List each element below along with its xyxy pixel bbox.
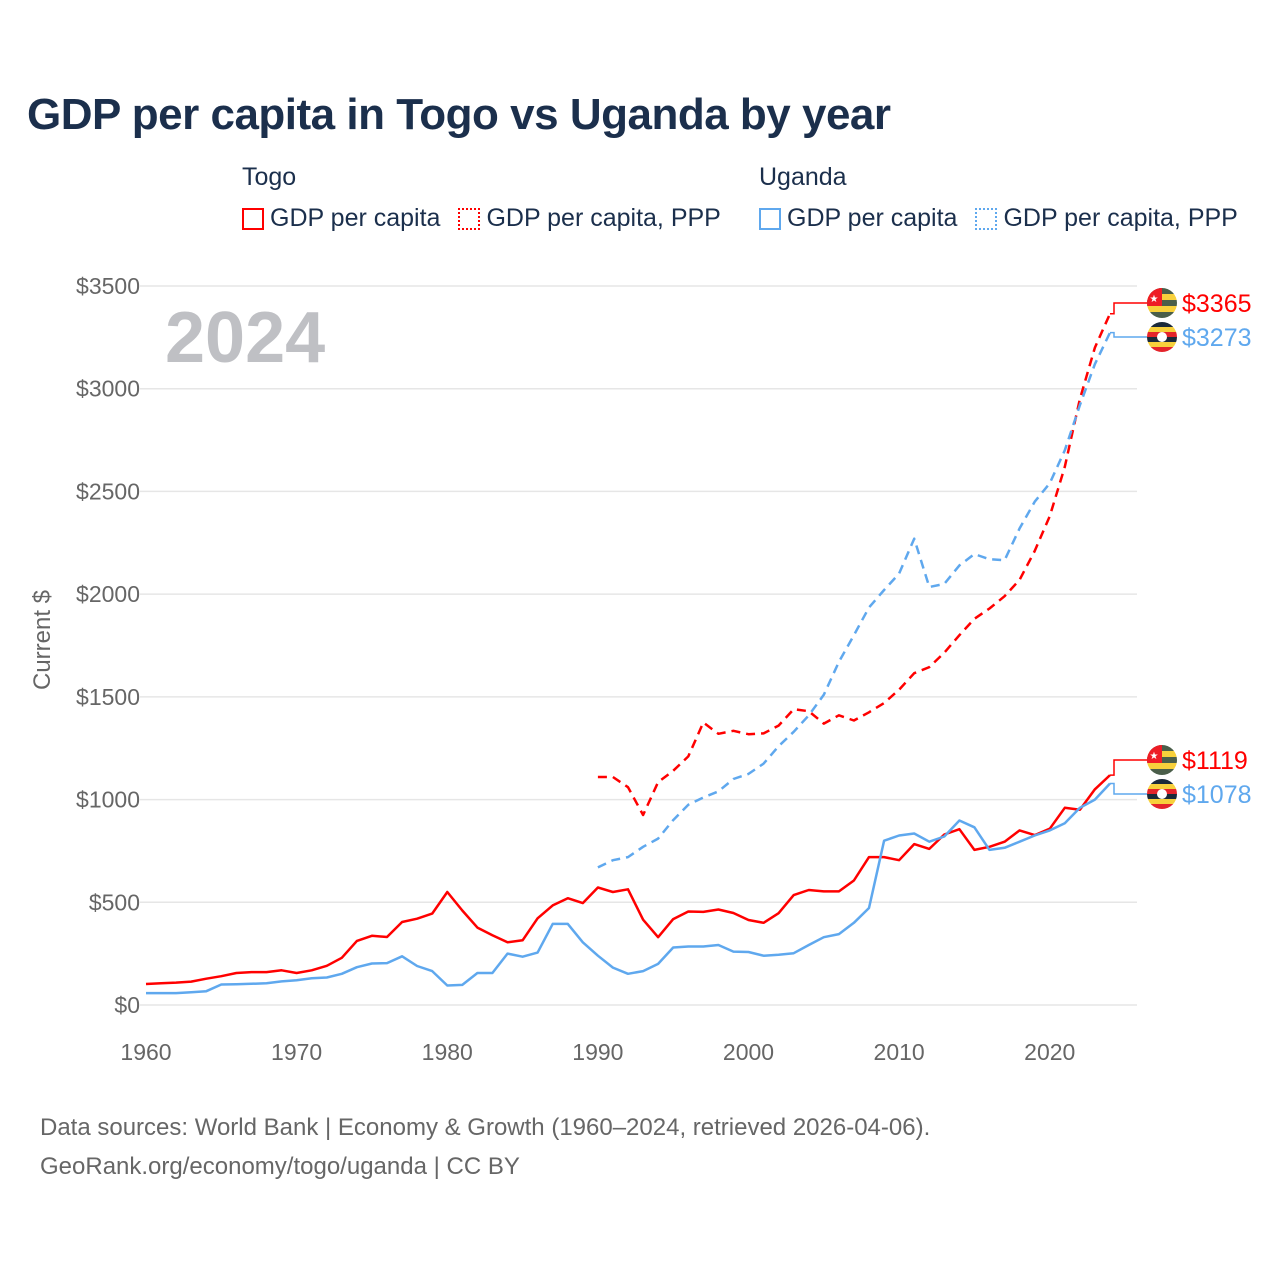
flag-stripe [1147, 763, 1177, 769]
end-connector [1110, 302, 1147, 315]
y-tick-label: $0 [114, 992, 140, 1018]
x-tick-label: 1990 [572, 1039, 623, 1065]
x-tick-label: 1980 [422, 1039, 473, 1065]
togo-flag-icon: ★ [1147, 288, 1177, 318]
source-link[interactable]: GeoRank.org/economy/togo/uganda | CC BY [40, 1153, 520, 1180]
flag-stripe [1147, 799, 1177, 804]
legend-swatch-dotted [975, 207, 998, 230]
x-tick-label: 1960 [120, 1039, 171, 1065]
flag-body: ★ [1147, 288, 1177, 318]
legend-label: GDP per capita [787, 204, 958, 232]
source-note: Data sources: World Bank | Economy & Gro… [40, 1108, 930, 1186]
year-watermark: 2024 [165, 298, 325, 378]
legend-item-togo-gdp[interactable]: GDP per capita [242, 204, 440, 233]
flag-stripe [1147, 342, 1177, 347]
flag-star: ★ [1150, 751, 1159, 762]
source-line-1: Data sources: World Bank | Economy & Gro… [40, 1114, 931, 1141]
flag-body: ★ [1147, 745, 1177, 775]
chart-title: GDP per capita in Togo vs Uganda by year [27, 90, 891, 139]
legend-swatch-solid [759, 207, 781, 230]
flag-star: ★ [1150, 294, 1159, 305]
flag-stripe [1147, 306, 1177, 312]
legend-group-title: Togo [242, 163, 297, 191]
flag-body [1147, 779, 1177, 809]
legend-label: GDP per capita, PPP [486, 204, 721, 232]
legend-item-uganda-gdp[interactable]: GDP per capita [759, 204, 957, 233]
y-axis-label: Current $ [29, 590, 56, 690]
flag-emblem [1157, 789, 1167, 799]
flag-stripe [1147, 779, 1177, 784]
x-tick-label: 2010 [874, 1039, 925, 1065]
x-tick-label: 1970 [271, 1039, 322, 1065]
y-tick-label: $2500 [76, 478, 140, 504]
series-line-uganda-gdp-per-capita [146, 782, 1111, 995]
y-tick-label: $1500 [76, 684, 140, 710]
flag-stripe [1147, 347, 1177, 352]
legend-item-uganda-ppp[interactable]: GDP per capita, PPP [975, 204, 1238, 233]
flag-body [1147, 322, 1177, 352]
legend-group-togo: Togo GDP per capita GDP per capita, PPP [242, 163, 721, 233]
end-value-label: $1119 [1182, 747, 1248, 775]
y-tick-label: $3000 [76, 376, 140, 402]
x-tick-label: 2020 [1024, 1039, 1075, 1065]
y-tick-label: $500 [89, 889, 140, 915]
legend-swatch-dotted [458, 207, 481, 230]
legend-group-uganda: Uganda GDP per capita GDP per capita, PP… [759, 163, 1238, 233]
end-value-label: $3273 [1182, 324, 1252, 352]
uganda-flag-icon [1147, 322, 1177, 352]
togo-flag-icon: ★ [1147, 745, 1177, 775]
flag-stripe [1147, 327, 1177, 332]
y-tick-label: $3500 [76, 273, 140, 299]
legend-swatch-solid [242, 207, 264, 230]
end-connector [1110, 782, 1147, 795]
end-connector [1110, 331, 1147, 338]
flag-stripe [1147, 769, 1177, 775]
flag-stripe [1147, 312, 1177, 318]
y-tick-label: $1000 [76, 787, 140, 813]
flag-emblem [1157, 332, 1167, 342]
legend-label: GDP per capita, PPP [1003, 204, 1238, 232]
flag-stripe [1147, 804, 1177, 809]
series-line-togo-gdp-per-capita [145, 774, 1111, 986]
uganda-flag-icon [1147, 779, 1177, 809]
end-value-label: $3365 [1182, 290, 1252, 318]
end-connector [1110, 759, 1147, 776]
flag-stripe [1147, 784, 1177, 789]
series-line-togo-gdp-per-capita-ppp [597, 313, 1112, 817]
legend-group-title: Uganda [759, 163, 847, 191]
end-value-label: $1078 [1182, 781, 1252, 809]
y-tick-label: $2000 [76, 581, 140, 607]
x-tick-label: 2000 [723, 1039, 774, 1065]
legend-label: GDP per capita [270, 204, 441, 232]
legend-item-togo-ppp[interactable]: GDP per capita, PPP [458, 204, 721, 233]
series-line-uganda-gdp-per-capita-ppp [597, 332, 1112, 869]
flag-stripe [1147, 322, 1177, 327]
